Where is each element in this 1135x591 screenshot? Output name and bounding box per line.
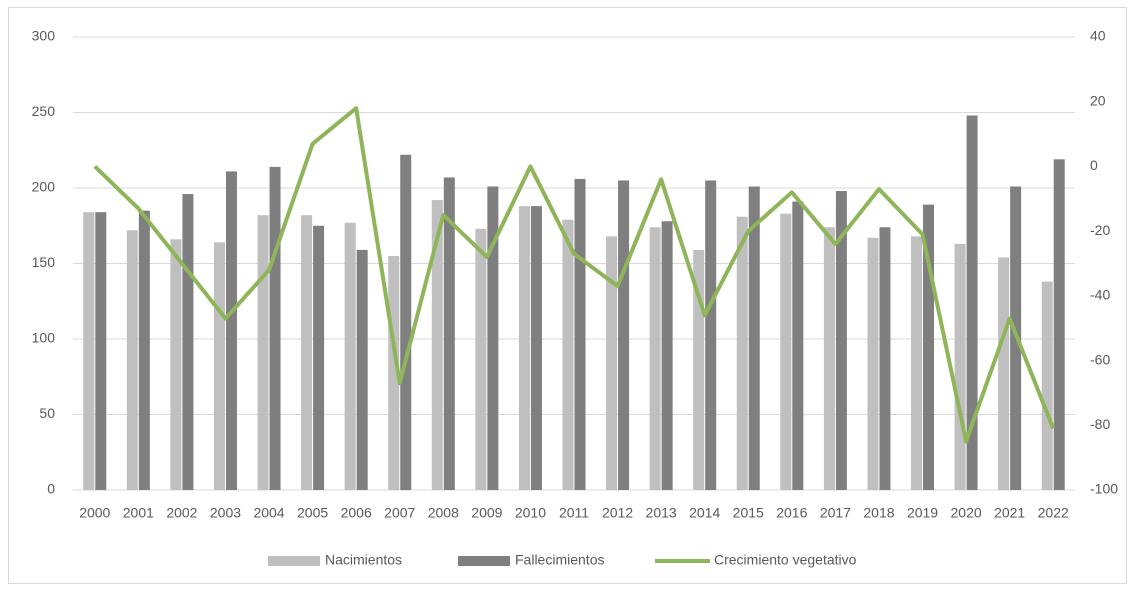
bar — [911, 236, 923, 490]
x-tick-label: 2009 — [471, 505, 502, 521]
x-tick-label: 2019 — [907, 505, 938, 521]
bar — [661, 221, 673, 490]
bar — [83, 212, 95, 490]
legend-swatch — [268, 556, 320, 566]
x-tick-label: 2015 — [733, 505, 764, 521]
bar — [138, 210, 150, 490]
bar — [1053, 159, 1065, 490]
bar — [443, 177, 455, 490]
y2-tick-label: 0 — [1090, 157, 1098, 173]
bar — [823, 227, 835, 490]
x-tick-label: 2017 — [820, 505, 851, 521]
bar — [792, 201, 804, 490]
x-tick-label: 2013 — [646, 505, 677, 521]
bar — [225, 171, 237, 490]
bar — [530, 206, 542, 490]
bar — [126, 230, 138, 490]
line — [93, 106, 1056, 444]
y2-tick-label: 20 — [1090, 92, 1106, 108]
x-tick-label: 2007 — [384, 505, 415, 521]
y-tick-label: 300 — [32, 28, 56, 44]
x-tick-label: 2018 — [863, 505, 894, 521]
bar — [966, 115, 978, 491]
bar — [780, 213, 792, 491]
bar — [313, 225, 325, 490]
x-tick-label: 2014 — [689, 505, 720, 521]
bar — [257, 215, 269, 490]
x-tick-label: 2010 — [515, 505, 546, 521]
y-tick-label: 100 — [32, 330, 56, 346]
bar — [562, 219, 574, 490]
bar — [95, 212, 107, 490]
bar — [998, 257, 1010, 490]
y2-tick-label: -100 — [1090, 481, 1118, 497]
legend-label: Fallecimientos — [515, 552, 604, 568]
x-tick-label: 2005 — [297, 505, 328, 521]
x-tick-label: 2008 — [428, 505, 459, 521]
bar — [1041, 281, 1053, 490]
bar — [388, 255, 400, 490]
legend-label: Crecimiento vegetativo — [714, 552, 857, 568]
y-tick-label: 50 — [39, 405, 55, 421]
y2-tick-label: -80 — [1090, 416, 1110, 432]
bar — [356, 249, 368, 490]
bar — [705, 180, 717, 490]
bar — [301, 215, 313, 490]
y-tick-label: 200 — [32, 179, 56, 195]
x-tick-label: 2011 — [559, 505, 589, 521]
bar — [736, 216, 748, 490]
bar — [693, 249, 705, 490]
bar — [182, 194, 194, 491]
x-tick-label: 2020 — [951, 505, 982, 521]
x-tick-label: 2012 — [602, 505, 633, 521]
bar — [475, 228, 487, 490]
bar — [923, 204, 935, 491]
x-tick-label: 2021 — [994, 505, 1025, 521]
y2-tick-label: 40 — [1090, 28, 1106, 44]
x-tick-label: 2016 — [776, 505, 807, 521]
bar — [574, 178, 586, 490]
bar — [879, 227, 891, 490]
legend-label: Nacimientos — [325, 552, 402, 568]
bar — [518, 206, 530, 490]
y2-tick-label: -40 — [1090, 287, 1110, 303]
y2-tick-label: -60 — [1090, 351, 1110, 367]
bar — [487, 186, 499, 491]
bar — [269, 166, 281, 491]
bar — [618, 180, 630, 490]
bar — [835, 191, 847, 490]
x-tick-label: 2002 — [166, 505, 197, 521]
bar — [400, 154, 412, 490]
y-tick-label: 150 — [32, 254, 56, 270]
x-tick-label: 2004 — [253, 505, 284, 521]
bar — [431, 200, 443, 490]
bar — [606, 236, 618, 490]
x-tick-label: 2022 — [1038, 505, 1069, 521]
x-tick-label: 2001 — [123, 505, 154, 521]
bar — [649, 227, 661, 490]
y2-tick-label: -20 — [1090, 222, 1110, 238]
legend-swatch — [458, 556, 510, 566]
x-tick-label: 2006 — [341, 505, 372, 521]
bar — [954, 243, 966, 490]
bar — [344, 222, 356, 491]
x-tick-label: 2000 — [79, 505, 110, 521]
bar — [748, 186, 760, 491]
bar — [867, 237, 879, 490]
y-tick-label: 0 — [47, 481, 55, 497]
bar — [213, 242, 225, 490]
bar — [170, 239, 182, 490]
y-tick-label: 250 — [32, 103, 56, 119]
x-tick-label: 2003 — [210, 505, 241, 521]
